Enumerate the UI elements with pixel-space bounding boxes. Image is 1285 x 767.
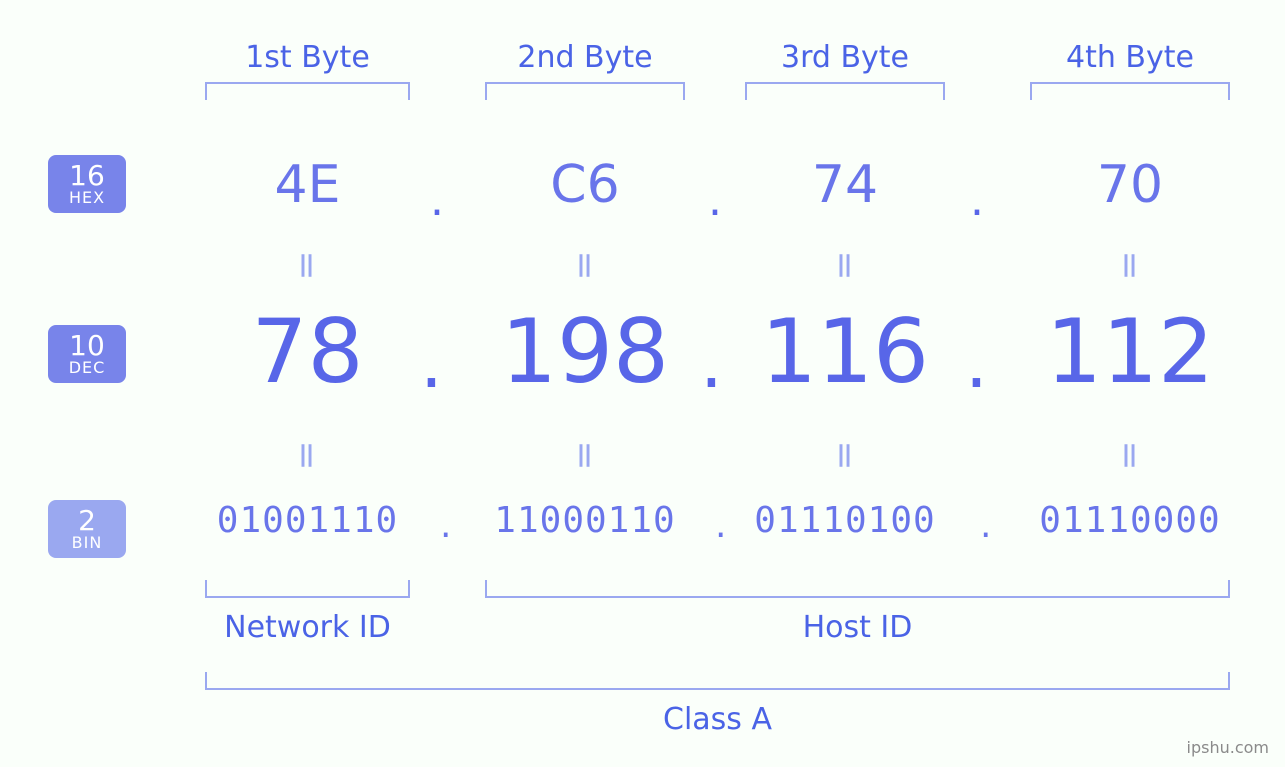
eq-dec-bin-2: = — [565, 440, 606, 470]
bin-dot-1: . — [440, 505, 451, 546]
dec-byte-1: 78 — [205, 300, 410, 403]
eq-hex-dec-4: = — [1110, 250, 1151, 280]
network-id-bracket — [205, 580, 410, 598]
hex-dot-3: . — [970, 175, 984, 226]
host-id-label: Host ID — [485, 610, 1230, 645]
credit-text: ipshu.com — [1187, 738, 1269, 757]
hex-byte-1: 4E — [205, 155, 410, 215]
hex-byte-4: 70 — [1030, 155, 1230, 215]
eq-hex-dec-2: = — [565, 250, 606, 280]
host-id-bracket — [485, 580, 1230, 598]
eq-dec-bin-1: = — [287, 440, 328, 470]
byte-3-label: 3rd Byte — [745, 40, 945, 75]
hex-byte-2: C6 — [485, 155, 685, 215]
dec-byte-4: 112 — [1010, 300, 1250, 403]
dec-byte-2: 198 — [465, 300, 705, 403]
class-bracket — [205, 672, 1230, 690]
dec-byte-3: 116 — [725, 300, 965, 403]
bin-badge-text: BIN — [48, 535, 126, 552]
byte-3-bracket-top — [745, 82, 945, 100]
eq-dec-bin-4: = — [1110, 440, 1151, 470]
hex-dot-1: . — [430, 175, 444, 226]
dec-badge-base: 10 — [48, 331, 126, 360]
bin-byte-3: 01110100 — [720, 500, 970, 541]
class-label: Class A — [205, 702, 1230, 737]
dec-badge-text: DEC — [48, 360, 126, 377]
dec-dot-1: . — [420, 320, 443, 404]
hex-byte-3: 74 — [745, 155, 945, 215]
bin-byte-4: 01110000 — [1005, 500, 1255, 541]
hex-badge-text: HEX — [48, 190, 126, 207]
byte-4-bracket-top — [1030, 82, 1230, 100]
bin-byte-1: 01001110 — [180, 500, 435, 541]
byte-2-label: 2nd Byte — [485, 40, 685, 75]
bin-byte-2: 11000110 — [460, 500, 710, 541]
dec-dot-3: . — [965, 320, 988, 404]
network-id-label: Network ID — [205, 610, 410, 645]
byte-1-bracket-top — [205, 82, 410, 100]
bin-dot-2: . — [715, 505, 726, 546]
bin-badge: 2 BIN — [48, 500, 126, 558]
dec-badge: 10 DEC — [48, 325, 126, 383]
hex-badge-base: 16 — [48, 161, 126, 190]
eq-hex-dec-3: = — [825, 250, 866, 280]
eq-hex-dec-1: = — [287, 250, 328, 280]
dec-dot-2: . — [700, 320, 723, 404]
byte-1-label: 1st Byte — [205, 40, 410, 75]
ip-bytes-diagram: 1st Byte 2nd Byte 3rd Byte 4th Byte 16 H… — [0, 0, 1285, 767]
eq-dec-bin-3: = — [825, 440, 866, 470]
bin-dot-3: . — [980, 505, 991, 546]
bin-badge-base: 2 — [48, 506, 126, 535]
byte-4-label: 4th Byte — [1030, 40, 1230, 75]
hex-dot-2: . — [708, 175, 722, 226]
byte-2-bracket-top — [485, 82, 685, 100]
hex-badge: 16 HEX — [48, 155, 126, 213]
